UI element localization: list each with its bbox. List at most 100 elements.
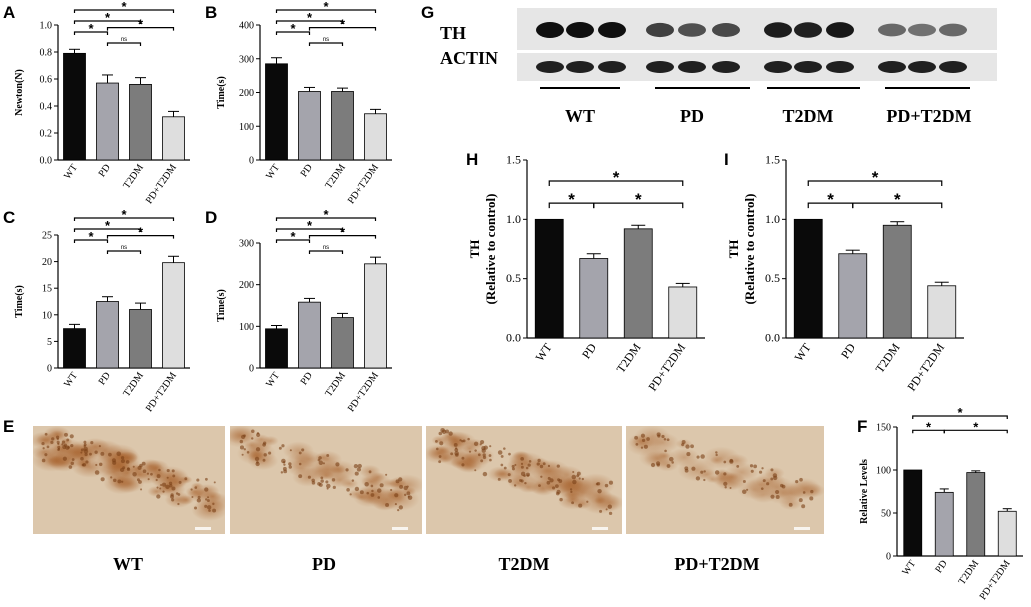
stained-cell bbox=[366, 491, 370, 495]
stained-cell bbox=[98, 445, 101, 448]
stained-cell bbox=[377, 488, 382, 493]
stained-cell bbox=[280, 471, 284, 474]
y-tick-label: 0 bbox=[47, 364, 52, 375]
stained-cell bbox=[94, 450, 98, 454]
stained-cell bbox=[322, 462, 325, 465]
significance-star: * bbox=[894, 190, 901, 209]
significance-star: * bbox=[568, 190, 575, 209]
significance-ns-label: ns bbox=[121, 37, 127, 43]
stained-cell bbox=[262, 441, 267, 445]
actin-band bbox=[939, 61, 967, 73]
bar-t2dm bbox=[882, 224, 912, 339]
bar-wt bbox=[63, 52, 86, 161]
stained-cell bbox=[736, 464, 740, 468]
stained-cell bbox=[57, 445, 61, 449]
y-tick-label: 15 bbox=[42, 284, 52, 295]
significance-star: * bbox=[957, 405, 963, 420]
significance-star: * bbox=[307, 10, 313, 25]
stained-cell bbox=[335, 462, 340, 467]
blot-group-pd-t2dm: PD+T2DM bbox=[886, 106, 971, 126]
significance-bracket bbox=[73, 31, 109, 35]
stained-cell bbox=[507, 473, 511, 477]
stained-cell bbox=[385, 502, 390, 507]
stained-cell bbox=[477, 453, 481, 457]
stained-cell bbox=[608, 480, 614, 485]
stained-cell bbox=[500, 463, 504, 467]
stained-cell bbox=[331, 478, 336, 482]
stained-cell bbox=[664, 449, 667, 453]
stained-cell bbox=[89, 452, 92, 456]
stained-cell bbox=[766, 482, 770, 486]
stained-cell bbox=[94, 470, 100, 475]
stained-cell bbox=[326, 487, 329, 490]
stained-cell bbox=[489, 445, 492, 448]
x-tick-label: PD+T2DM bbox=[144, 370, 179, 414]
significance-bracket bbox=[308, 42, 344, 46]
panel-label-c: C bbox=[3, 208, 15, 227]
significance-star: * bbox=[926, 419, 932, 434]
x-tick-label: WT bbox=[792, 340, 815, 364]
stained-cell bbox=[435, 439, 438, 443]
stained-cell bbox=[140, 488, 143, 491]
stained-cell bbox=[407, 495, 410, 498]
stained-cell bbox=[661, 434, 665, 439]
western-blot: TH ACTIN WT PD T2DM PD+T2DM bbox=[440, 8, 997, 126]
stained-cell bbox=[729, 459, 734, 464]
stained-cell bbox=[190, 488, 193, 491]
th-band bbox=[878, 23, 906, 37]
stained-cell bbox=[482, 471, 488, 477]
stained-cell bbox=[403, 493, 407, 497]
stained-cell bbox=[394, 493, 399, 498]
stain-region bbox=[195, 491, 225, 514]
stained-cell bbox=[488, 454, 492, 457]
x-tick-label: T2DM bbox=[872, 340, 902, 375]
stained-cell bbox=[479, 443, 482, 446]
stained-cell bbox=[714, 470, 720, 475]
th-band bbox=[678, 23, 706, 37]
significance-star: * bbox=[340, 225, 346, 240]
bar-t2dm bbox=[331, 317, 354, 369]
bar-pd-t2dm bbox=[364, 263, 387, 369]
stain-region bbox=[657, 452, 671, 460]
stained-cell bbox=[171, 498, 175, 502]
th-band bbox=[764, 22, 792, 38]
x-tick-label: PD+T2DM bbox=[904, 340, 947, 393]
stained-cell bbox=[555, 491, 560, 496]
bar-pd-t2dm bbox=[668, 286, 698, 339]
stained-cell bbox=[281, 458, 286, 464]
y-tick-label: 0 bbox=[249, 156, 254, 167]
bar-pd bbox=[96, 82, 119, 161]
stained-cell bbox=[686, 452, 691, 457]
stained-cell bbox=[137, 465, 142, 470]
stained-cell bbox=[116, 451, 121, 457]
stained-cell bbox=[50, 440, 54, 444]
stained-cell bbox=[371, 489, 374, 493]
stained-cell bbox=[750, 469, 754, 473]
stained-cell bbox=[546, 480, 551, 485]
stained-cell bbox=[474, 449, 477, 452]
stained-cell bbox=[208, 509, 211, 512]
stained-cell bbox=[571, 501, 575, 505]
stained-cell bbox=[345, 468, 349, 472]
stained-cell bbox=[41, 458, 46, 463]
stained-cell bbox=[439, 441, 444, 446]
stained-cell bbox=[159, 487, 162, 490]
stained-cell bbox=[239, 445, 245, 450]
stained-cell bbox=[513, 484, 517, 487]
actin-band bbox=[764, 61, 792, 73]
stained-cell bbox=[468, 450, 472, 453]
stained-cell bbox=[212, 502, 215, 506]
micrograph-label-pd: PD bbox=[312, 554, 336, 574]
stained-cell bbox=[596, 481, 601, 486]
stained-cell bbox=[681, 439, 686, 444]
bar-pd-t2dm bbox=[364, 113, 387, 161]
y-axis-label: Time(s) bbox=[14, 285, 25, 318]
stained-cell bbox=[204, 504, 208, 508]
stained-cell bbox=[82, 462, 87, 467]
stained-cell bbox=[547, 476, 551, 480]
y-tick-label: 50 bbox=[881, 509, 891, 520]
stained-cell bbox=[113, 478, 117, 483]
stained-cell bbox=[696, 455, 700, 459]
stained-cell bbox=[552, 486, 556, 490]
